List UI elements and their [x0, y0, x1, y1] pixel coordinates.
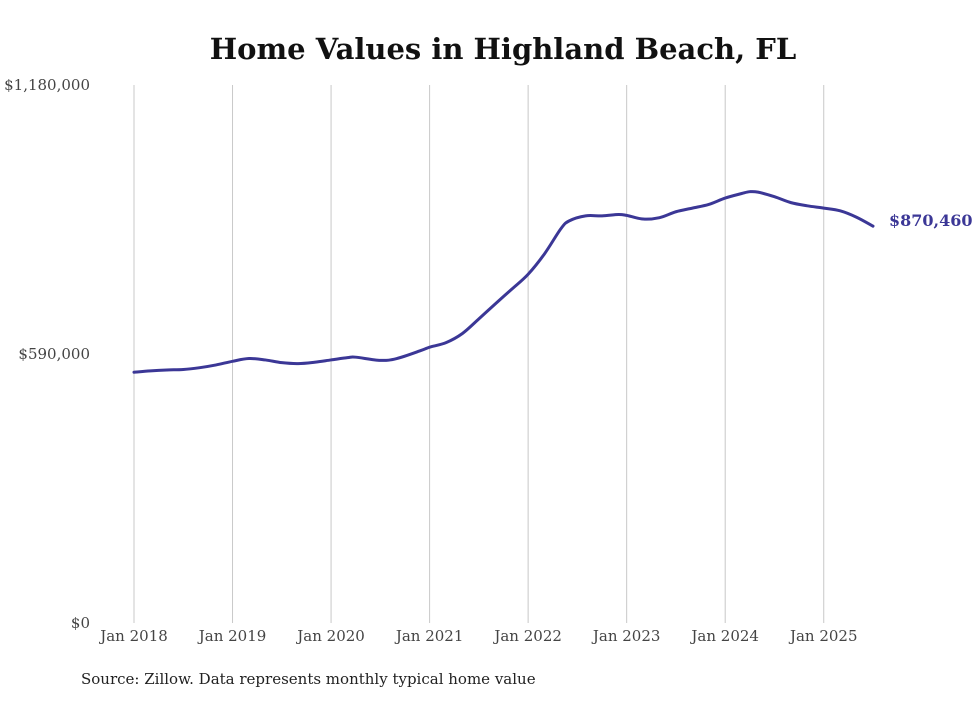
chart-title: Home Values in Highland Beach, FL	[210, 32, 797, 66]
grid-layer	[133, 85, 825, 623]
x-tick-label: Jan 2020	[295, 627, 365, 645]
x-tick-label: Jan 2019	[197, 627, 267, 645]
y-tick-label: $590,000	[18, 345, 90, 363]
end-value-label: $870,460	[889, 211, 973, 230]
x-tick-label: Jan 2023	[591, 627, 661, 645]
source-note: Source: Zillow. Data represents monthly …	[81, 670, 536, 688]
x-tick-label: Jan 2021	[394, 627, 464, 645]
x-tick-label: Jan 2022	[492, 627, 562, 645]
series-layer: $870,460	[132, 190, 973, 374]
series-line-home-value	[132, 190, 875, 374]
y-tick-label: $1,180,000	[4, 76, 90, 94]
x-tick-label: Jan 2024	[689, 627, 759, 645]
y-tick-label: $0	[71, 614, 90, 632]
x-axis: Jan 2018 Jan 2019 Jan 2020 Jan 2021 Jan 2022…	[98, 627, 857, 645]
x-tick-label: Jan 2018	[98, 627, 168, 645]
x-tick-label: Jan 2025	[788, 627, 858, 645]
y-axis: $0 $590,000 $1,180,000	[4, 76, 90, 632]
